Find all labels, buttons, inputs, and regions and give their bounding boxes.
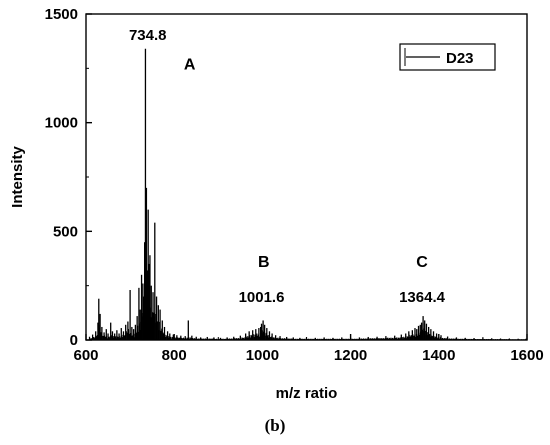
x-tick-label: 600 — [73, 347, 98, 364]
x-tick-label: 800 — [162, 347, 187, 364]
peak-mz-label: 1001.6 — [239, 289, 285, 306]
legend-label: D23 — [446, 50, 474, 67]
y-tick-label: 1000 — [45, 115, 78, 132]
peak-region-label: C — [416, 254, 428, 271]
x-tick-label: 1600 — [510, 347, 543, 364]
peak-region-label: B — [258, 254, 270, 271]
y-axis-title: Intensity — [9, 146, 26, 208]
x-tick-label: 1000 — [246, 347, 279, 364]
y-tick-label: 0 — [70, 332, 78, 349]
y-tick-label: 500 — [53, 223, 78, 240]
panel-label: (b) — [264, 416, 286, 435]
x-tick-label: 1400 — [422, 347, 455, 364]
y-tick-label: 1500 — [45, 6, 78, 23]
peak-mz-label: 734.8 — [129, 27, 167, 44]
peak-mz-label: 1364.4 — [399, 289, 446, 306]
peak-region-label: A — [184, 56, 196, 73]
x-tick-label: 1200 — [334, 347, 367, 364]
x-axis-title: m/z ratio — [276, 385, 338, 402]
